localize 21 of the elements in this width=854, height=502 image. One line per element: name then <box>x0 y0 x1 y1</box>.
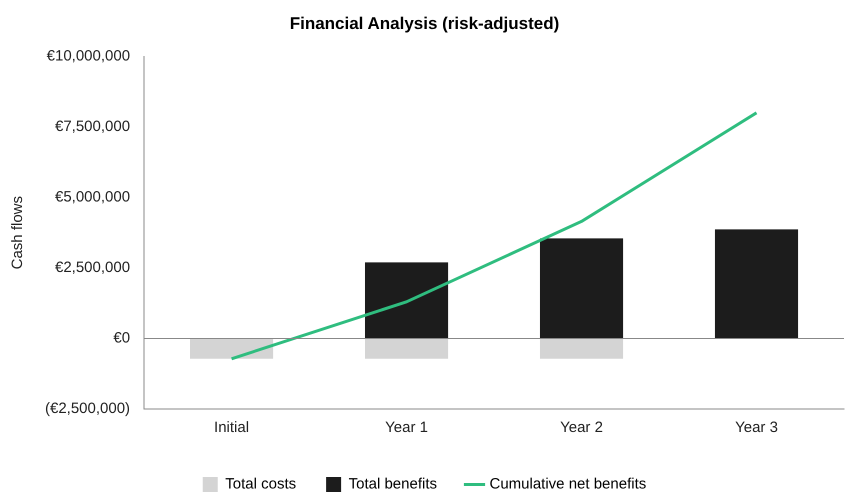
legend-label: Total costs <box>225 476 296 493</box>
bar <box>714 229 798 338</box>
legend-label: Total benefits <box>348 476 437 493</box>
x-tick-label: Year 1 <box>385 419 428 436</box>
bar <box>540 238 624 338</box>
x-tick-label: Year 3 <box>735 419 778 436</box>
bar <box>364 262 448 338</box>
x-tick-label: Year 2 <box>560 419 603 436</box>
y-tick-label: €5,000,000 <box>54 188 130 206</box>
y-tick-label: €0 <box>113 330 130 347</box>
bar <box>190 338 274 359</box>
chart-title: Financial Analysis (risk-adjusted) <box>290 14 560 33</box>
x-tick-label: Initial <box>214 419 250 436</box>
bar <box>540 338 624 359</box>
y-tick-label: €2,500,000 <box>54 259 130 276</box>
legend-label: Cumulative net benefits <box>490 476 646 493</box>
y-tick-label: (€2,500,000) <box>44 400 130 418</box>
y-axis-title: Cash flows <box>9 196 26 270</box>
bar <box>364 338 448 359</box>
y-tick-label: €10,000,000 <box>46 48 130 65</box>
y-tick-label: €7,500,000 <box>54 118 130 136</box>
